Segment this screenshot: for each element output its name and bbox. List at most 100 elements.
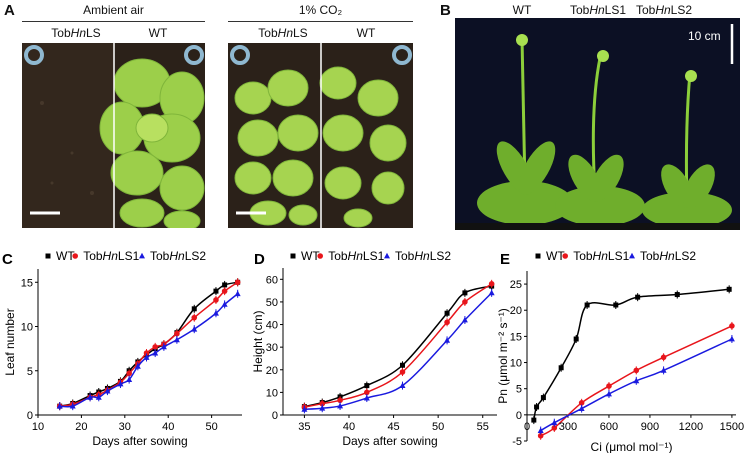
panel-a-letter: A <box>4 2 15 19</box>
plant-image <box>455 24 740 230</box>
x-tick-label: 0 <box>524 421 530 433</box>
ambient-wt-label: WT <box>148 26 168 40</box>
x-tick-label: 600 <box>600 421 618 433</box>
data-point <box>117 380 124 387</box>
data-point <box>104 387 111 394</box>
scale-bar-label: 10 cm <box>688 29 721 43</box>
y-tick-label: 20 <box>266 365 278 377</box>
legend-marker-triangle <box>384 252 390 259</box>
pot-ring-icon <box>230 45 250 65</box>
data-point <box>143 354 150 360</box>
legend-marker-circle <box>562 253 568 259</box>
data-point <box>213 297 219 303</box>
data-point <box>531 417 537 423</box>
data-point <box>301 406 308 412</box>
panel-letter: E <box>500 251 510 268</box>
data-point <box>222 282 228 288</box>
plant-tray-image <box>230 43 412 228</box>
data-point <box>399 369 406 375</box>
data-point <box>399 382 406 388</box>
y-tick-label: 0 <box>272 410 278 422</box>
y-axis-label: Pn (μmol m⁻² s⁻¹) <box>496 308 510 404</box>
y-tick-label: 25 <box>510 279 522 291</box>
chart-e: E <box>500 251 736 442</box>
x-tick-label: 50 <box>205 421 217 433</box>
data-point <box>221 288 228 294</box>
x-tick-label: 40 <box>162 421 174 433</box>
data-point <box>152 349 159 356</box>
data-point <box>126 370 132 377</box>
data-point <box>173 336 180 343</box>
y-tick-label: 5 <box>27 366 33 378</box>
b-line1-label: TobHnLS1 <box>569 3 627 17</box>
y-tick-label: 0 <box>516 410 522 422</box>
legend-label: TobHnLS1 <box>328 249 384 263</box>
x-axis-label: Days after sowing <box>92 434 187 448</box>
data-point <box>191 325 198 332</box>
x-tick-label: 300 <box>559 421 577 433</box>
data-point <box>191 306 197 312</box>
data-point <box>633 367 640 374</box>
legend-label: WT <box>546 249 565 263</box>
data-point <box>444 319 450 326</box>
data-point <box>56 402 63 409</box>
x-tick-label: 50 <box>432 421 444 433</box>
legend-marker-square <box>535 253 541 259</box>
data-point <box>537 427 544 433</box>
series-line-tobhnls1 <box>59 281 239 407</box>
data-point <box>551 425 558 431</box>
y-axis-label: Height (cm) <box>251 310 265 372</box>
data-point <box>126 376 133 383</box>
legend-label: WT <box>56 249 75 263</box>
panel-b-letter: B <box>440 2 451 19</box>
y-tick-label: 5 <box>516 384 522 396</box>
data-point <box>212 310 219 316</box>
legend-label: TobHnLS2 <box>150 249 206 263</box>
co2-title: 1% CO₂ <box>298 3 343 17</box>
y-tick-label: 10 <box>266 387 278 399</box>
x-tick-label: 30 <box>119 421 131 433</box>
data-point <box>462 299 468 305</box>
data-point <box>152 344 158 350</box>
y-axis-label: Leaf number <box>3 308 17 375</box>
legend-label: TobHnLS1 <box>83 249 139 263</box>
x-axis-label: Days after sowing <box>342 434 437 448</box>
series-line-tobhnls2 <box>59 293 239 408</box>
data-point <box>364 383 370 389</box>
x-tick-label: 35 <box>298 421 310 433</box>
y-tick-label: 40 <box>266 320 278 332</box>
co2-tray-photo <box>228 43 413 228</box>
series-line-wt <box>533 288 730 421</box>
data-point <box>606 383 612 389</box>
legend-marker-triangle <box>629 252 635 259</box>
data-point <box>461 316 468 323</box>
data-point <box>674 292 680 298</box>
data-point <box>213 288 219 294</box>
data-point <box>462 290 468 296</box>
data-point <box>319 400 326 407</box>
data-point <box>95 394 102 400</box>
x-tick-label: 40 <box>343 421 355 433</box>
y-tick-label: 15 <box>21 277 33 289</box>
legend-marker-triangle <box>139 252 145 259</box>
legend-label: TobHnLS1 <box>573 249 629 263</box>
data-point <box>534 404 540 410</box>
y-tick-label: 20 <box>510 305 522 317</box>
y-tick-label: 10 <box>510 358 522 370</box>
x-tick-label: 1500 <box>720 421 744 433</box>
data-point <box>69 402 76 409</box>
data-point <box>364 389 370 396</box>
data-point <box>221 301 228 307</box>
y-tick-label: 15 <box>510 331 522 343</box>
pot-ring-icon <box>24 45 44 65</box>
y-tick-label: 10 <box>21 322 33 334</box>
x-tick-label: 45 <box>387 421 399 433</box>
co2-wt-label: WT <box>356 26 376 40</box>
y-tick-label: 30 <box>266 342 278 354</box>
data-point <box>363 394 370 401</box>
data-point <box>444 310 450 316</box>
data-point <box>726 286 732 292</box>
data-point <box>729 323 735 329</box>
data-point <box>337 397 343 404</box>
data-point <box>234 290 241 297</box>
